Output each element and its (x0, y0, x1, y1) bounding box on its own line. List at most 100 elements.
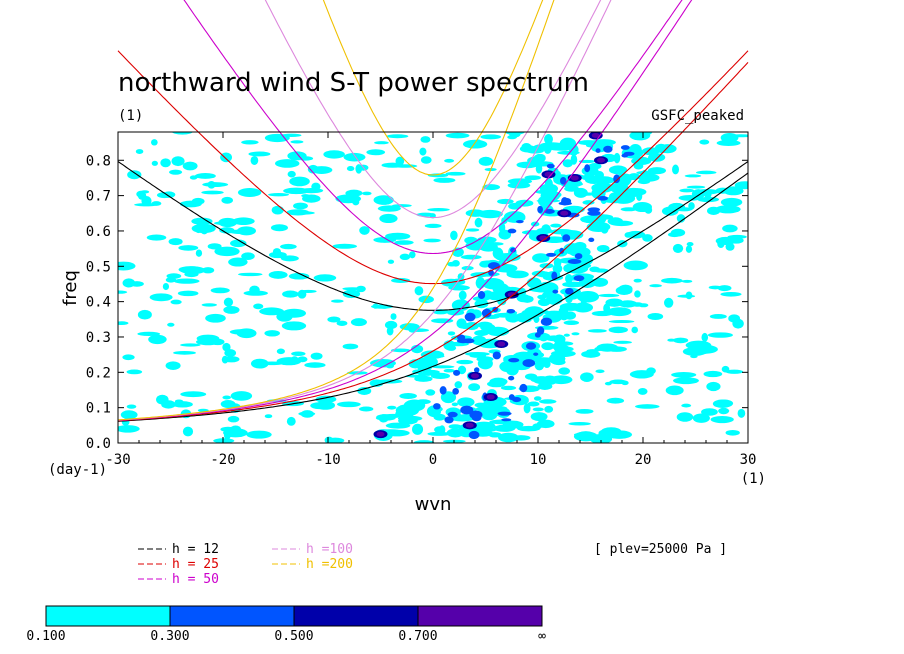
contour-blob (146, 234, 167, 241)
contour-blob (287, 190, 308, 194)
contour-blob (621, 153, 629, 158)
chart-title: northward wind S-T power spectrum (118, 68, 589, 98)
contour-blob (236, 226, 256, 236)
contour-blob (250, 358, 269, 369)
contour-blob (593, 268, 610, 273)
contour-blob (608, 326, 628, 334)
contour-blob (632, 202, 653, 213)
contour-blob (676, 214, 686, 223)
y-axis-ticks: 0.0 0.1 0.2 0.3 0.4 0.5 0.6 0.7 0.8 (86, 153, 748, 452)
contour-blob (710, 415, 734, 424)
contour-blob (276, 311, 293, 322)
contour-blob (474, 330, 489, 337)
contour-blob (607, 307, 632, 317)
y-tick-label: 0.2 (86, 365, 111, 381)
contour-blob (398, 416, 418, 425)
contour-blob (580, 296, 587, 306)
contour-blob (227, 415, 240, 423)
contour-blob (315, 395, 337, 403)
contour-blob (280, 255, 299, 262)
contour-blob (447, 331, 456, 336)
contour-blob (282, 290, 299, 298)
contour-blob (678, 195, 702, 201)
contour-blob (673, 337, 689, 344)
contour-blob (408, 328, 430, 333)
contour-blob (516, 161, 538, 169)
contour-blob (469, 353, 487, 358)
contour-blob (544, 209, 555, 214)
contour-blob (220, 152, 233, 163)
contour-blob (642, 234, 653, 242)
contour-blob (623, 260, 648, 271)
contour-blob (661, 206, 679, 216)
contour-blob (573, 302, 594, 313)
contour-blob (352, 198, 360, 206)
legend-label: h = 50 (172, 572, 219, 587)
contour-blob (171, 132, 193, 135)
contour-blob (664, 297, 674, 308)
contour-blob (337, 401, 361, 408)
contour-blob (474, 217, 483, 228)
contour-blob (224, 349, 237, 357)
contour-blob (431, 318, 454, 324)
contour-blob (323, 150, 345, 159)
contour-blob (182, 426, 194, 437)
contour-blob (712, 399, 733, 408)
contour-blob (656, 145, 675, 153)
contour-blob (570, 175, 579, 181)
contour-blob (591, 310, 613, 317)
contour-blob (350, 318, 367, 327)
chart-subtitle: (1) (118, 108, 143, 124)
contour-blob (544, 178, 553, 190)
contour-blob (526, 277, 542, 289)
colorbar-label: 0.500 (274, 629, 313, 644)
contour-blob (332, 243, 358, 249)
contour-blob (595, 148, 601, 153)
contour-blob (508, 375, 515, 381)
contour-blob (559, 125, 581, 131)
contour-blob (548, 352, 566, 365)
contour-blob (708, 285, 722, 290)
contour-blob (386, 326, 394, 336)
contour-blob (564, 181, 583, 187)
contour-blob (427, 173, 449, 178)
contour-blob (462, 406, 468, 410)
contour-blob (359, 406, 374, 412)
contour-blob (195, 249, 203, 257)
contour-blob (562, 159, 573, 168)
contour-blob (287, 170, 296, 178)
contour-blob (672, 243, 684, 253)
contour-blob (342, 287, 363, 291)
contour-blob (194, 172, 216, 179)
contour-blob (293, 202, 308, 210)
contour-blob (324, 436, 334, 443)
y-tick-label: 0.4 (86, 295, 111, 311)
colorbar-label: 0.100 (26, 629, 65, 644)
x-axis-label: wvn (415, 494, 452, 515)
plev-annotation: [ plev=25000 Pa ] (594, 542, 727, 557)
contour-blob (524, 175, 541, 181)
contour-blob (684, 174, 702, 178)
contour-blob (414, 375, 433, 382)
contour-blob (433, 403, 441, 410)
contour-blob (281, 133, 302, 137)
contour-blob (699, 139, 710, 145)
contour-blob (122, 278, 136, 288)
contour-blob (634, 290, 641, 298)
contour-blob (260, 361, 284, 366)
contour-blob (268, 271, 288, 279)
contour-blob (444, 416, 454, 424)
contour-blob (720, 197, 743, 207)
contour-blob (173, 350, 196, 355)
contour-blob (725, 429, 740, 436)
contour-blob (178, 245, 199, 251)
contour-blob (177, 290, 199, 297)
contour-blob (522, 359, 536, 368)
contour-blob (446, 345, 457, 351)
contour-blob (280, 243, 297, 250)
contour-blob (600, 225, 609, 234)
contour-blob (587, 207, 600, 212)
contour-blob (636, 135, 643, 140)
contour-blob (670, 228, 686, 237)
contour-blob (562, 234, 571, 242)
